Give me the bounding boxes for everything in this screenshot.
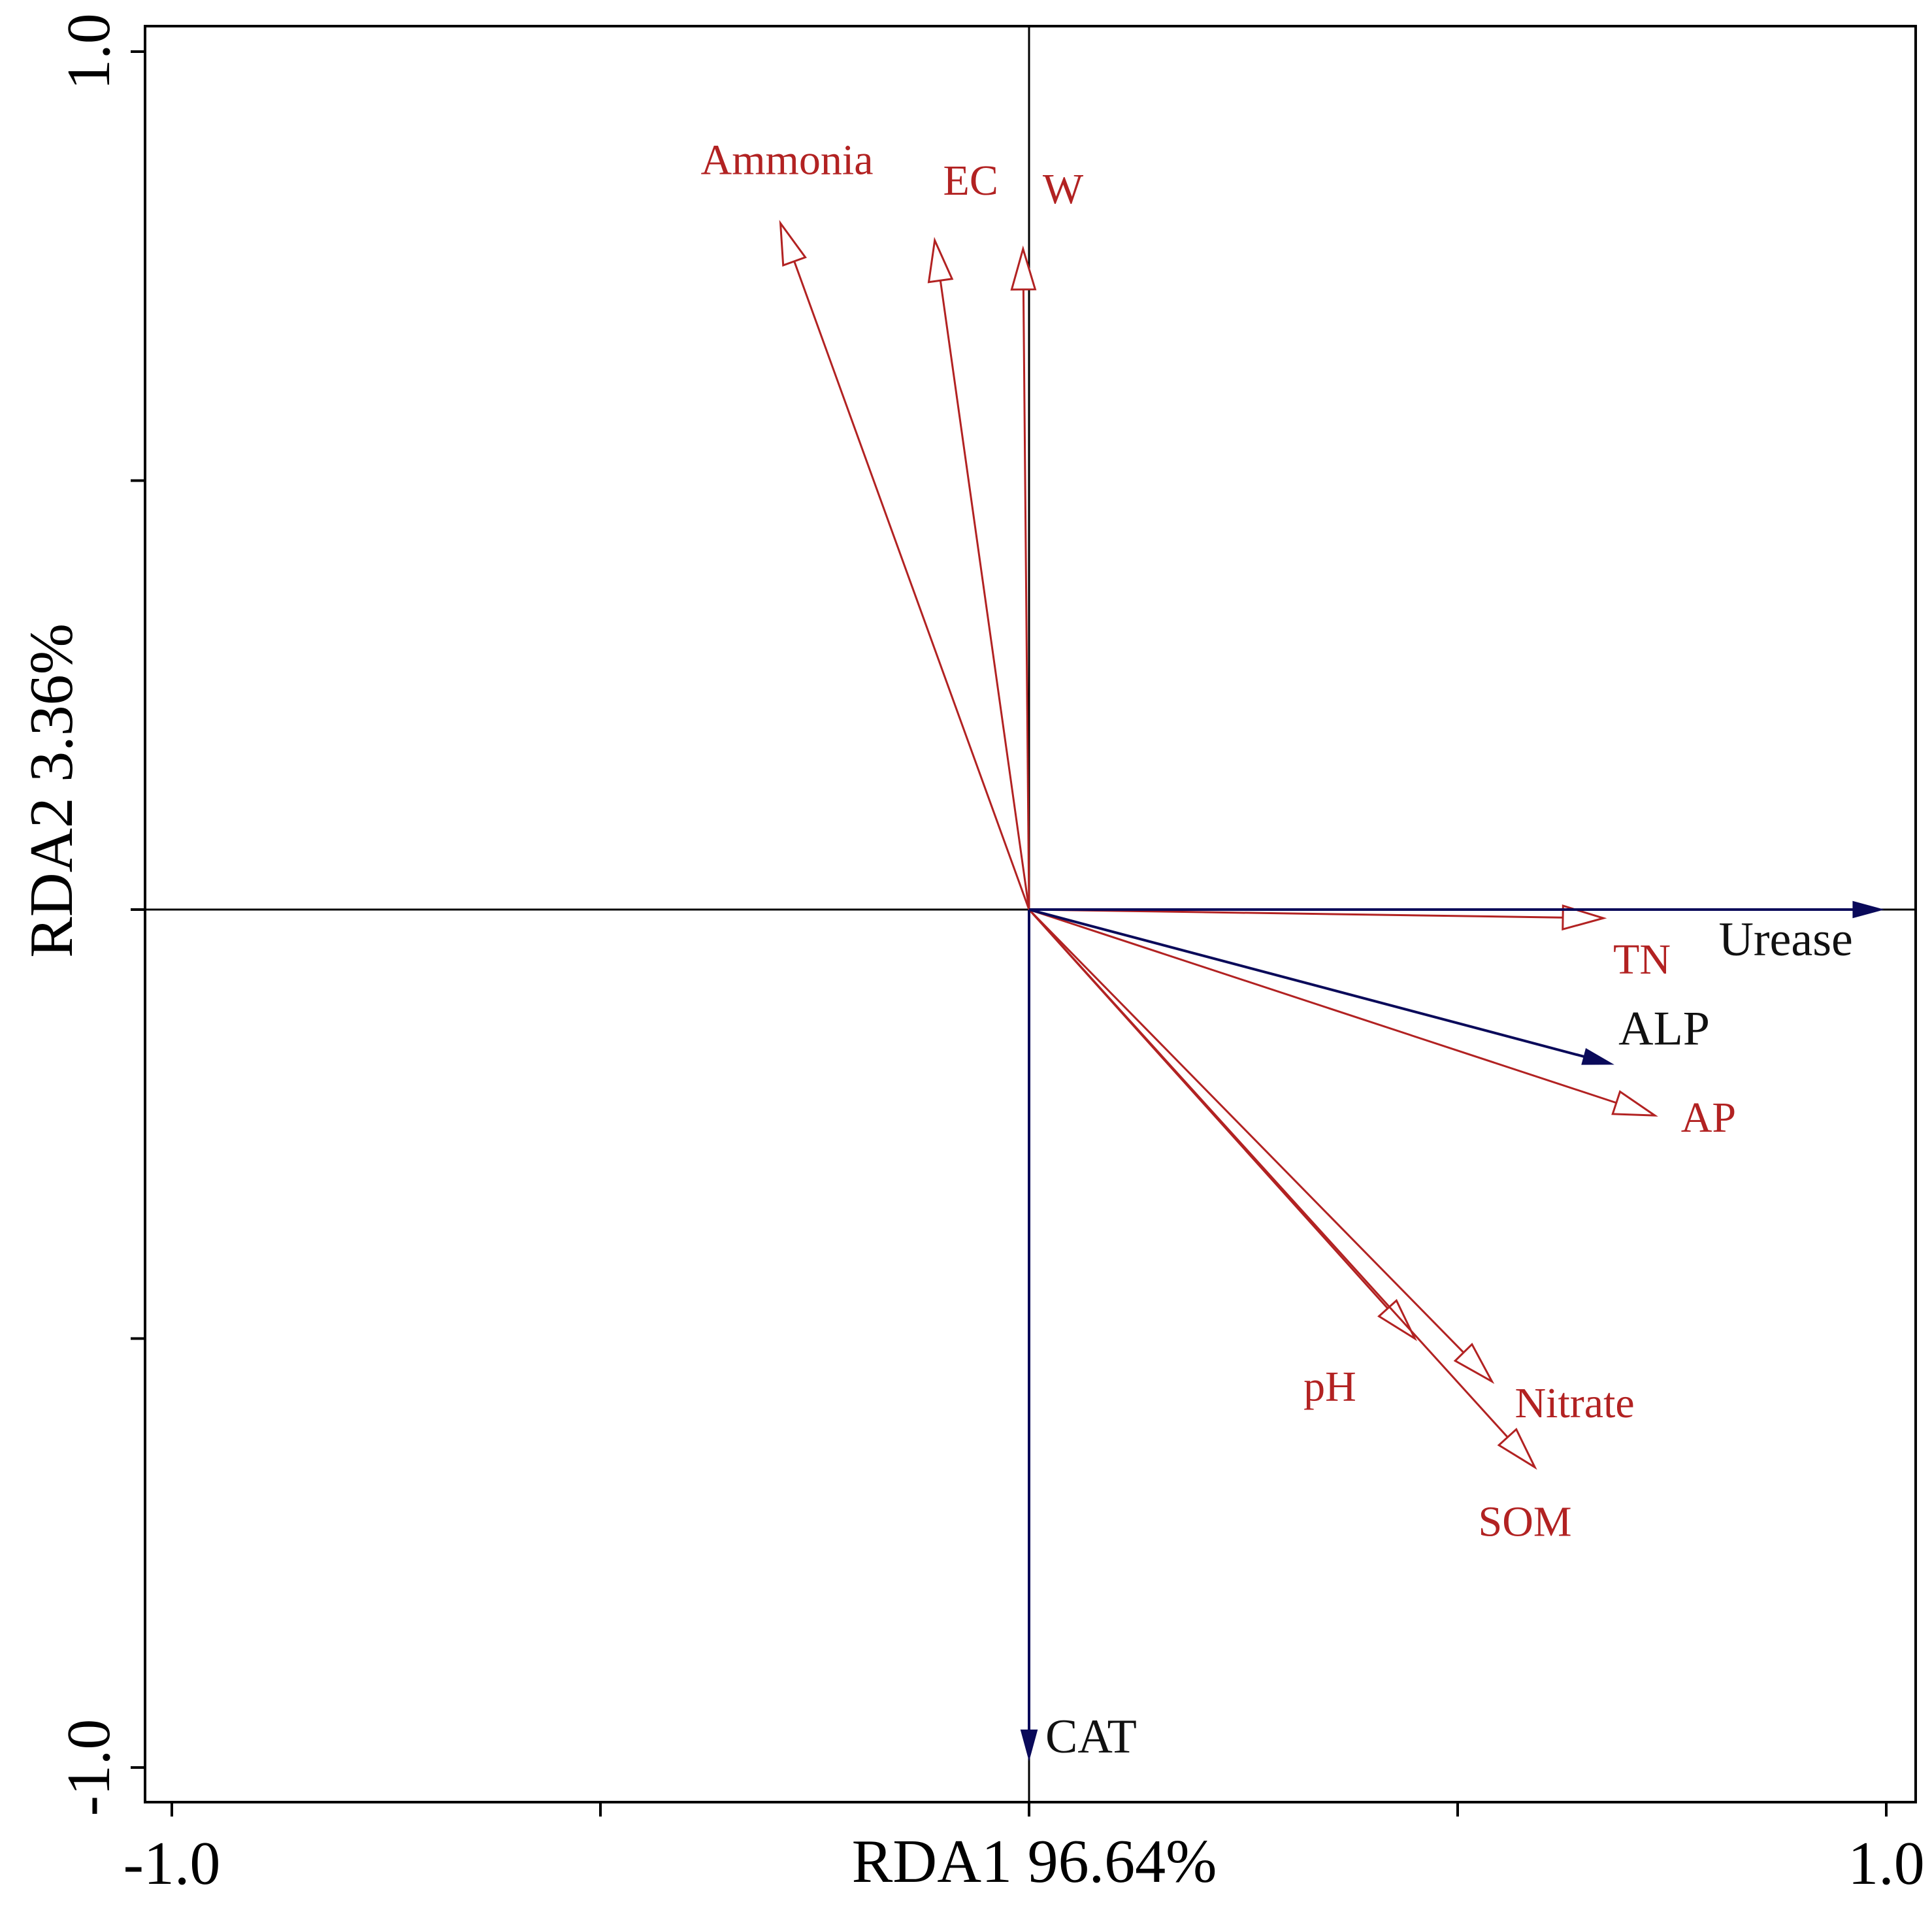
x-axis-label: RDA1 96.64%: [852, 1828, 1217, 1896]
vector-head-w: [1010, 245, 1037, 291]
vector-nitrate: [1028, 908, 1495, 1384]
vector-shaft-ammonia: [793, 261, 1030, 910]
vector-label-alp: ALP: [1618, 1002, 1710, 1055]
vector-urease: [1029, 900, 1885, 919]
vector-head-tn: [1562, 904, 1607, 931]
vector-head-urease: [1852, 900, 1885, 919]
y-axis-label: RDA2 3.36%: [18, 623, 86, 958]
vector-label-ph: pH: [1303, 1363, 1356, 1411]
vector-tn: [1028, 904, 1607, 931]
vector-ec: [927, 237, 1030, 910]
vector-alp: [1028, 908, 1614, 1065]
vector-cat: [1020, 910, 1038, 1762]
vector-shaft-som: [1028, 908, 1509, 1438]
vector-label-nitrate: Nitrate: [1514, 1379, 1634, 1427]
vector-shaft-w: [1022, 289, 1030, 910]
vector-label-ec: EC: [943, 157, 998, 205]
vector-shaft-ap: [1028, 908, 1617, 1104]
vector-shaft-nitrate: [1028, 908, 1465, 1353]
x-tick-label-4: 1.0: [1848, 1830, 1925, 1898]
vector-label-som: SOM: [1479, 1498, 1572, 1545]
vector-head-som: [1497, 1427, 1537, 1470]
vector-label-urease: Urease: [1718, 913, 1852, 966]
vector-som: [1028, 908, 1537, 1470]
vector-head-ph: [1377, 1298, 1417, 1341]
vector-label-ap: AP: [1681, 1094, 1736, 1142]
vector-head-alp: [1581, 1047, 1614, 1065]
biplot-vectors: [779, 220, 1885, 1762]
tick-labels: -1.0 1.0 -1.0 1.0: [55, 13, 1925, 1898]
vector-ap: [1028, 908, 1658, 1117]
vector-w: [1010, 245, 1037, 910]
vector-head-ec: [927, 237, 954, 284]
vector-shaft-ec: [939, 280, 1030, 910]
y-tick-label-4: 1.0: [55, 13, 123, 90]
vector-head-ammonia: [779, 220, 807, 267]
vector-label-tn: TN: [1613, 936, 1671, 983]
y-tick-label-0: -1.0: [55, 1719, 123, 1817]
vector-shaft-tn: [1028, 908, 1564, 919]
vector-ammonia: [779, 220, 1030, 910]
vector-label-cat: CAT: [1045, 1710, 1137, 1764]
x-tick-label-0: -1.0: [123, 1830, 221, 1898]
tick-marks: [131, 50, 1888, 1817]
vector-label-ammonia: Ammonia: [701, 137, 874, 184]
vector-head-ap: [1611, 1090, 1658, 1117]
vector-head-nitrate: [1453, 1342, 1495, 1384]
vector-shaft-alp: [1028, 908, 1585, 1059]
vector-head-cat: [1020, 1729, 1038, 1762]
vector-label-w: W: [1043, 165, 1084, 213]
